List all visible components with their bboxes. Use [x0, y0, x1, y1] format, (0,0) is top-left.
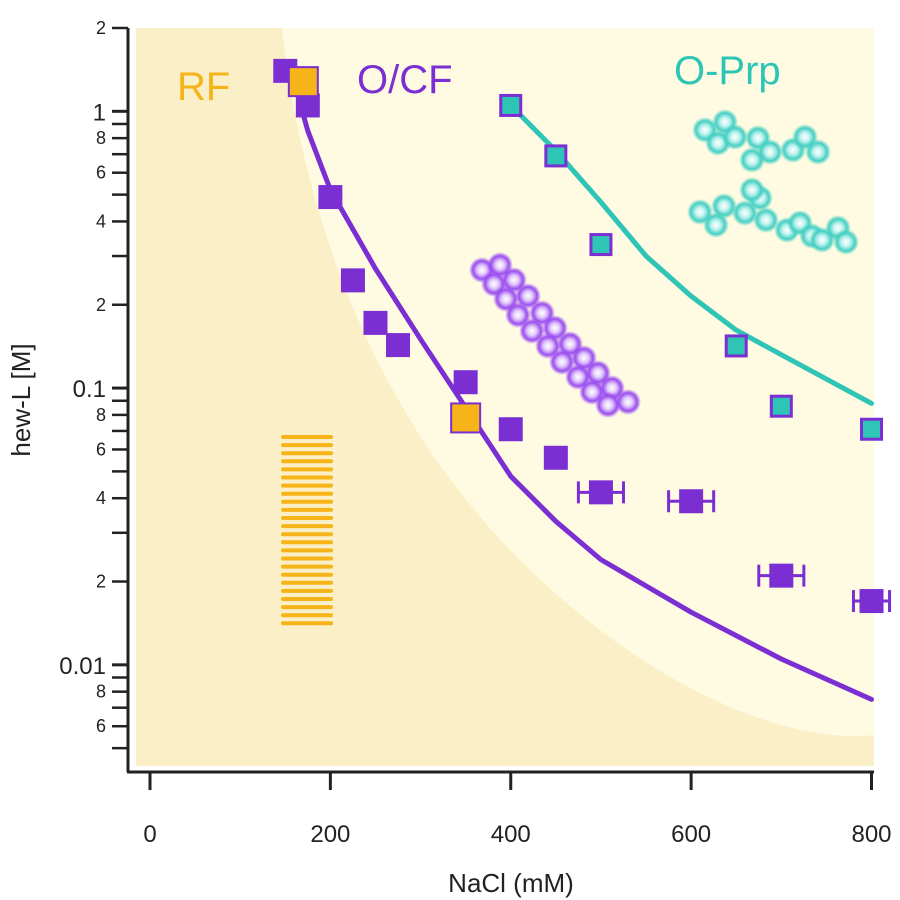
ocf-data-point [679, 489, 704, 514]
oprp-cluster-illustration [687, 109, 859, 255]
y-minor-tick-label: 8 [96, 682, 106, 702]
x-major-tick-label: 200 [310, 821, 350, 848]
oprp-data-point [769, 394, 793, 418]
ocf-data-point [363, 310, 388, 335]
y-axis-title: hew-L [M] [6, 343, 36, 456]
oprp-cluster-sphere [739, 177, 765, 203]
ocf-data-point [453, 370, 478, 395]
ocf-oligomer-sphere [615, 389, 641, 415]
ocf-data-point [386, 333, 411, 358]
oprp-cluster-sphere [722, 124, 748, 150]
y-minor-tick-label: 8 [96, 128, 106, 148]
y-major-tick-label: 0.1 [73, 376, 106, 403]
rf-data-point [287, 66, 319, 98]
ocf-data-point [859, 589, 884, 614]
ocf-data-point [318, 185, 343, 210]
rf-data-point [450, 402, 482, 434]
ocf-chain-illustration [469, 252, 641, 418]
y-minor-tick-label: 6 [96, 163, 106, 183]
oprp-data-point [499, 93, 523, 117]
x-major-tick-label: 800 [851, 821, 891, 848]
y-minor-tick-label: 2 [96, 18, 106, 38]
ocf-data-point [769, 563, 794, 588]
oprp-cluster-sphere [739, 147, 765, 173]
oprp-data-point [860, 417, 883, 441]
x-major-tick-label: 400 [491, 821, 531, 848]
ocf-data-point [340, 268, 365, 293]
ocf-oligomer-sphere [595, 392, 621, 418]
oprp-cluster-sphere [833, 229, 859, 255]
x-major-tick-label: 0 [143, 821, 156, 848]
y-minor-tick-label: 4 [96, 211, 106, 231]
ocf-data-point [295, 93, 320, 118]
y-major-tick-label: 1 [93, 99, 106, 126]
x-axis-title: NaCl (mM) [448, 868, 574, 898]
ocf-boundary-curve [287, 64, 874, 702]
y-minor-tick-label: 6 [96, 439, 106, 459]
axes: 0.01 0.1 1 6 8 2 4 6 8 2 4 6 8 2 0 200 400 600 800 [59, 18, 891, 848]
y-minor-tick-label: 2 [96, 295, 106, 315]
oprp-data-point [544, 144, 568, 168]
region-label-rf: RF [177, 65, 230, 109]
y-minor-tick-label: 8 [96, 405, 106, 425]
rf-fiber-illustration [281, 435, 333, 626]
x-axis-ticks: 0 200 400 600 800 [143, 772, 892, 848]
y-axis-ticks: 0.01 0.1 1 6 8 2 4 6 8 2 4 6 8 2 [59, 18, 128, 750]
region-label-ocf: O/CF [357, 58, 453, 102]
data-markers [273, 58, 892, 614]
y-major-tick-label: 0.01 [59, 653, 106, 680]
y-minor-tick-label: 4 [96, 488, 106, 508]
y-minor-tick-label: 2 [96, 572, 106, 592]
oprp-cluster-sphere [805, 139, 831, 165]
x-major-tick-label: 600 [671, 821, 711, 848]
ocf-data-point [588, 480, 613, 505]
ocf-data-point [498, 417, 523, 442]
oprp-data-point [724, 334, 748, 358]
ocf-data-point [543, 445, 568, 470]
y-minor-tick-label: 6 [96, 716, 106, 736]
region-label-oprp: O-Prp [674, 49, 781, 93]
oprp-data-point [589, 233, 613, 257]
oprp-cluster-sphere [711, 193, 737, 219]
oprp-cluster-sphere [753, 207, 779, 233]
